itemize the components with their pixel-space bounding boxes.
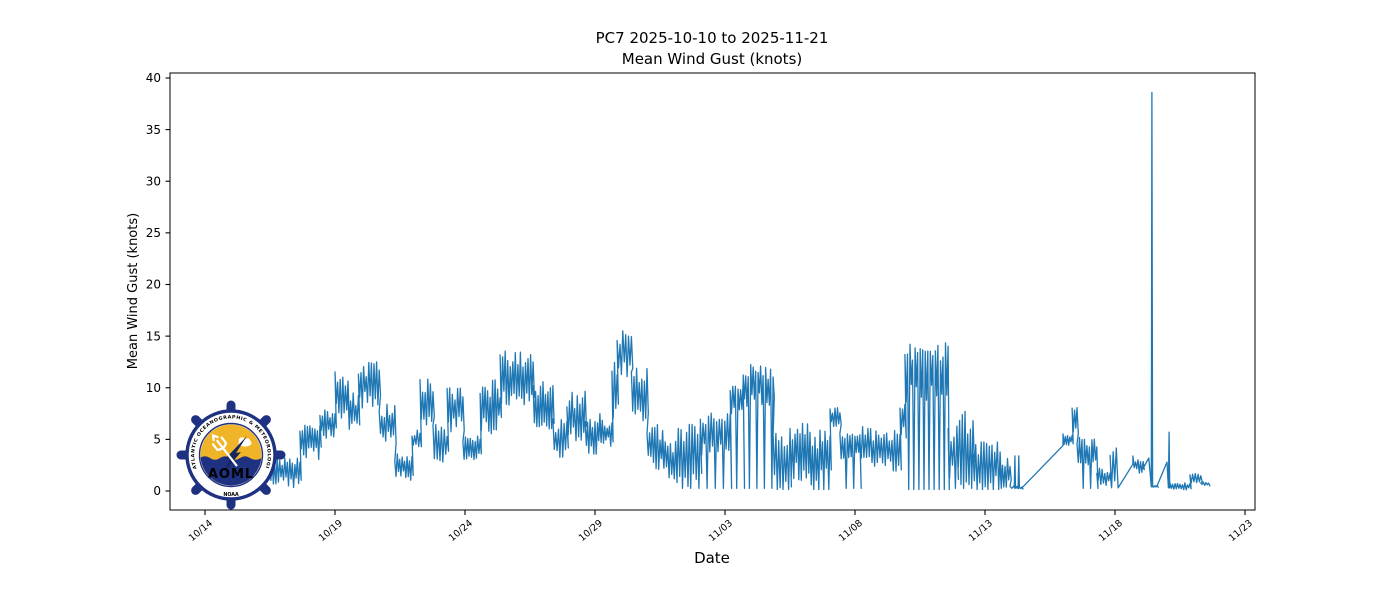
y-tick-label: 10	[146, 381, 161, 395]
y-tick-label: 35	[146, 123, 161, 137]
y-axis-label: Mean Wind Gust (knots)	[126, 213, 141, 369]
wind-gust-line	[218, 91, 1211, 491]
plot-border	[169, 72, 1256, 511]
chart-title-line1: PC7 2025-10-10 to 2025-11-21	[596, 29, 829, 47]
y-tick-label: 25	[146, 226, 161, 240]
y-tick-label: 20	[146, 278, 161, 292]
y-axis-ticks: 0 5 10 15 20 25 30 35 40	[146, 71, 170, 498]
chart-title-line2: Mean Wind Gust (knots)	[622, 50, 802, 68]
logo-sea-waves	[200, 456, 262, 486]
y-tick-label: 15	[146, 329, 161, 343]
trident-icon	[211, 433, 238, 467]
y-tick-label: 30	[146, 174, 161, 188]
aoml-logo: AOML ATLANTIC OCEANOGRAPHIC & METEOROLOG…	[176, 400, 286, 510]
y-tick-label: 40	[146, 71, 161, 85]
logo-agency: NOAA	[223, 492, 239, 498]
logo-inner-ring-border	[198, 422, 264, 488]
logo-acronym: AOML	[208, 467, 254, 482]
y-tick-label: 5	[153, 433, 161, 447]
cloud-icon	[238, 437, 252, 447]
lightning-bolt-icon	[224, 436, 247, 472]
x-axis-label: Date	[694, 549, 730, 567]
y-tick-label: 0	[153, 484, 161, 498]
